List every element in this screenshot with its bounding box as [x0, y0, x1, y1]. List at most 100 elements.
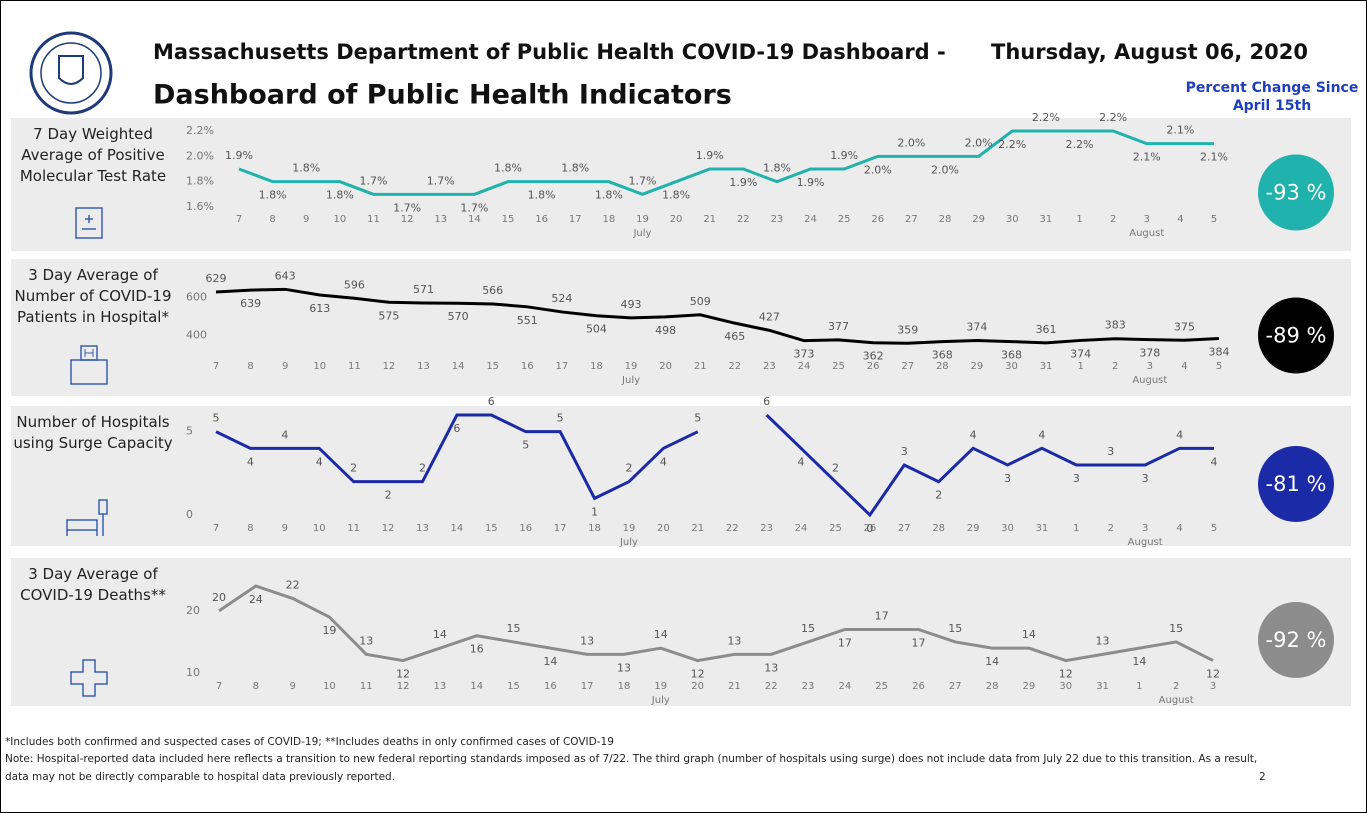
value-label: 2.0% — [864, 163, 892, 176]
value-label: 14 — [985, 655, 999, 668]
x-tick-label: 7 — [216, 681, 222, 692]
value-label: 3 — [1142, 472, 1149, 485]
value-label: 1.7% — [393, 201, 421, 214]
value-label: 12 — [1206, 668, 1220, 681]
change-badge — [1258, 446, 1334, 522]
value-label: 4 — [798, 455, 805, 468]
value-label: 639 — [240, 297, 261, 310]
x-tick-label: 14 — [452, 361, 465, 372]
value-label: 427 — [759, 310, 780, 323]
value-label: 384 — [1209, 346, 1230, 359]
x-tick-label: 10 — [313, 523, 326, 534]
x-tick-label: 20 — [659, 361, 672, 372]
x-tick-label: 30 — [1005, 361, 1018, 372]
panel — [11, 406, 1351, 546]
value-label: 4 — [316, 455, 323, 468]
x-tick-label: 24 — [798, 361, 811, 372]
value-label: 4 — [1176, 428, 1183, 441]
x-tick-label: 31 — [1096, 681, 1109, 692]
x-tick-label: 17 — [581, 681, 594, 692]
x-tick-label: 28 — [939, 214, 952, 225]
change-heading: Percent Change Since — [1186, 80, 1359, 96]
value-label: 5 — [557, 412, 564, 425]
panel-label: Number of Hospitals using Surge Capacity — [13, 413, 173, 452]
panel — [11, 259, 1351, 396]
x-tick-label: 1 — [1076, 214, 1082, 225]
x-tick-label: 26 — [871, 214, 884, 225]
x-tick-label: 7 — [213, 523, 219, 534]
value-label: 2.0% — [965, 136, 993, 149]
value-label: 378 — [1139, 347, 1160, 360]
x-tick-label: 15 — [502, 214, 515, 225]
x-tick-label: 23 — [802, 681, 815, 692]
value-label: 1.8% — [259, 189, 287, 202]
x-tick-label: 16 — [521, 361, 534, 372]
y-tick-label: 1.8% — [186, 175, 214, 188]
x-tick-label: 24 — [804, 214, 817, 225]
value-label: 2.1% — [1166, 124, 1194, 137]
x-tick-label: 12 — [401, 214, 414, 225]
change-badge — [1258, 154, 1334, 231]
value-label: 373 — [793, 348, 814, 361]
y-tick-label: 400 — [186, 329, 207, 342]
value-label: 4 — [247, 455, 254, 468]
value-label: 2.0% — [931, 163, 959, 176]
value-label: 575 — [378, 309, 399, 322]
month-label: July — [651, 695, 670, 706]
x-tick-label: 2 — [1110, 214, 1116, 225]
value-label: 465 — [724, 330, 745, 343]
value-label: 596 — [344, 278, 365, 291]
x-tick-label: 25 — [832, 361, 845, 372]
value-label: 13 — [1096, 634, 1110, 647]
x-tick-label: 29 — [972, 214, 985, 225]
change-value: -92 % — [1266, 628, 1327, 652]
x-tick-label: 28 — [936, 361, 949, 372]
x-tick-label: 10 — [323, 681, 336, 692]
x-tick-label: 8 — [269, 214, 275, 225]
value-label: 2.0% — [897, 136, 925, 149]
value-label: 2.2% — [998, 138, 1026, 151]
y-tick-label: 20 — [186, 604, 200, 617]
x-tick-label: 11 — [347, 523, 360, 534]
value-label: 13 — [764, 661, 778, 674]
value-label: 1.9% — [797, 176, 825, 189]
value-label: 374 — [966, 320, 987, 333]
x-tick-label: 18 — [602, 214, 615, 225]
value-label: 493 — [621, 298, 642, 311]
x-tick-label: 31 — [1036, 523, 1049, 534]
x-tick-label: 11 — [348, 361, 361, 372]
value-label: 2 — [385, 489, 392, 502]
x-tick-label: 7 — [236, 214, 242, 225]
change-badge — [1258, 297, 1334, 374]
header-subtitle: Dashboard of Public Health Indicators — [153, 80, 732, 111]
x-tick-label: 29 — [967, 523, 980, 534]
x-tick-label: 20 — [670, 214, 683, 225]
x-tick-label: 12 — [383, 361, 396, 372]
x-tick-label: 2 — [1108, 523, 1114, 534]
page-number: 2 — [1259, 771, 1266, 783]
x-tick-label: 2 — [1112, 361, 1118, 372]
x-tick-label: 29 — [1023, 681, 1036, 692]
value-label: 1.9% — [696, 149, 724, 162]
value-label: 4 — [970, 428, 977, 441]
x-tick-label: 1 — [1136, 681, 1142, 692]
x-tick-label: 1 — [1073, 523, 1079, 534]
value-label: 1.9% — [225, 149, 253, 162]
value-label: 20 — [212, 591, 226, 604]
data-line — [215, 287, 1220, 345]
value-label: 2 — [832, 462, 839, 475]
x-tick-label: 11 — [360, 681, 373, 692]
value-label: 3 — [1107, 445, 1114, 458]
value-label: 359 — [897, 323, 918, 336]
x-tick-label: 26 — [867, 361, 880, 372]
x-tick-label: 22 — [726, 523, 739, 534]
x-tick-label: 2 — [1173, 681, 1179, 692]
x-tick-label: 17 — [554, 523, 567, 534]
footnote: data may not be directly comparable to h… — [5, 771, 396, 783]
value-label: 2 — [350, 462, 357, 475]
x-tick-label: 4 — [1181, 361, 1187, 372]
panel-label: 7 Day Weighted Average of Positive Molec… — [19, 125, 167, 185]
x-tick-label: 17 — [555, 361, 568, 372]
